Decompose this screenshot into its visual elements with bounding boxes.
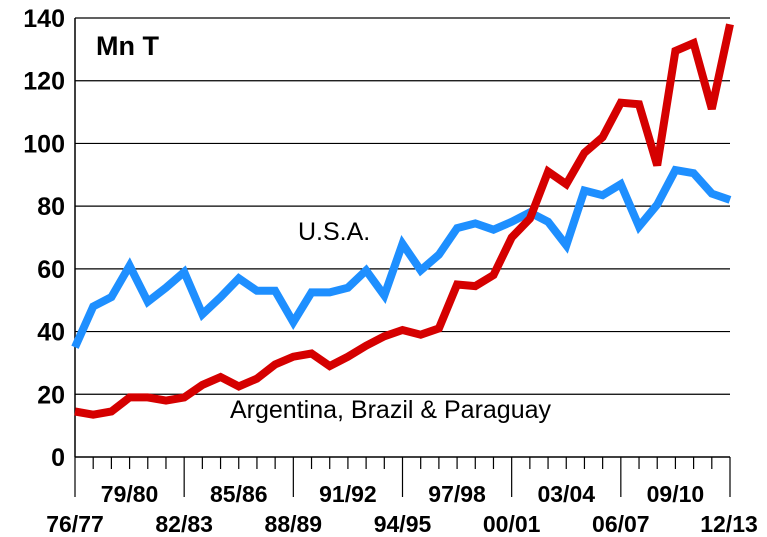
y-axis-ticks: 0 20 40 60 80 100 120 140 xyxy=(23,5,65,472)
y-tick-label: 0 xyxy=(51,444,65,472)
x-tick-label-upper: 91/92 xyxy=(319,481,377,507)
x-tick-label-lower: 06/07 xyxy=(592,511,650,537)
x-tick-label-lower: 82/83 xyxy=(155,511,213,537)
y-tick-label: 140 xyxy=(23,5,65,33)
series-label-south-america: Argentina, Brazil & Paraguay xyxy=(230,396,552,424)
x-tick-label-lower: 76/77 xyxy=(46,511,104,537)
series-lines xyxy=(71,23,734,419)
x-tick-label-upper: 97/98 xyxy=(428,481,486,507)
y-tick-label: 20 xyxy=(37,381,65,409)
y-tick-label: 100 xyxy=(23,130,65,158)
x-tick-label-upper: 03/04 xyxy=(537,481,595,507)
y-tick-label: 60 xyxy=(37,256,65,284)
x-tick-label-lower: 00/01 xyxy=(483,511,541,537)
x-tick-label-lower: 88/89 xyxy=(265,511,323,537)
x-tick-label-lower: 12/13 xyxy=(700,511,758,537)
x-tick-label-upper: 85/86 xyxy=(210,481,268,507)
unit-label: Mn T xyxy=(96,31,159,61)
series-line-usa xyxy=(71,165,732,349)
x-tick-label-upper: 79/80 xyxy=(101,481,159,507)
series-label-usa: U.S.A. xyxy=(298,218,370,246)
y-tick-label: 120 xyxy=(23,68,65,96)
x-tick-label-upper: 09/10 xyxy=(647,481,705,507)
series-line-south-america xyxy=(74,23,734,419)
y-tick-label: 40 xyxy=(37,319,65,347)
y-tick-label: 80 xyxy=(37,193,65,221)
x-tick-label-lower: 94/95 xyxy=(374,511,432,537)
x-axis-ticks: 79/80 85/86 91/92 97/98 03/04 09/10 76/77 82/83… xyxy=(46,457,758,537)
